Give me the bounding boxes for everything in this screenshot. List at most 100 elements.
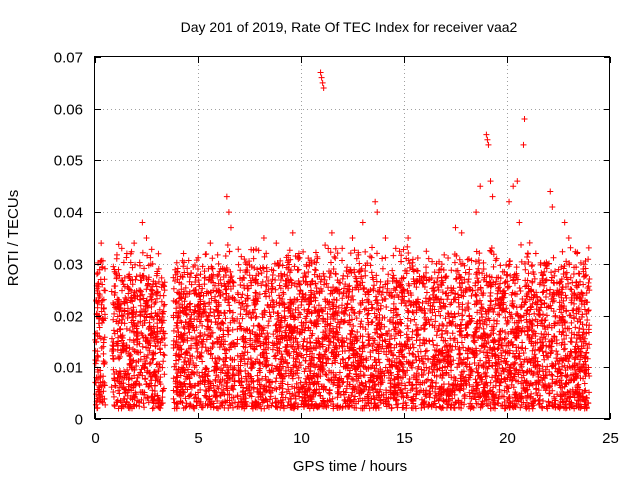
data-point (502, 335, 509, 342)
data-point (225, 299, 232, 306)
data-point (117, 304, 124, 311)
data-point (567, 244, 574, 251)
data-point (207, 309, 214, 316)
data-point (188, 318, 195, 325)
data-point (173, 339, 180, 346)
data-point (243, 326, 250, 333)
data-point (504, 271, 511, 278)
data-point (383, 303, 390, 310)
data-point (113, 275, 120, 282)
data-point (347, 250, 354, 257)
data-point (177, 346, 184, 353)
data-point (182, 294, 189, 301)
data-point (175, 314, 182, 321)
data-point (187, 300, 194, 307)
data-point (199, 310, 206, 317)
data-point (113, 255, 120, 262)
data-point (200, 309, 207, 316)
data-point (128, 287, 135, 294)
data-point (109, 342, 116, 349)
data-point (194, 342, 201, 349)
data-point (94, 329, 101, 336)
data-point (139, 249, 146, 256)
data-point (541, 323, 548, 330)
data-point (466, 270, 473, 277)
data-point (102, 287, 109, 294)
data-point (468, 292, 475, 299)
data-point (174, 320, 181, 327)
data-point (222, 283, 229, 290)
data-point (92, 330, 99, 337)
data-point (220, 341, 227, 348)
data-point (369, 244, 376, 251)
data-point (161, 301, 168, 308)
data-point (158, 274, 165, 281)
data-point (121, 300, 128, 307)
data-point (475, 265, 482, 272)
data-point (301, 368, 308, 375)
data-point (132, 313, 139, 320)
data-points (92, 69, 593, 412)
data-point (186, 274, 193, 281)
data-point (418, 366, 425, 373)
data-point (191, 327, 198, 334)
data-point (226, 308, 233, 315)
data-point (158, 335, 165, 342)
data-point (170, 395, 177, 402)
data-point (226, 374, 233, 381)
data-point (182, 395, 189, 402)
data-point (135, 349, 142, 356)
data-point (182, 358, 189, 365)
data-point (127, 395, 134, 402)
data-point (138, 308, 145, 315)
data-point (129, 281, 136, 288)
data-point (138, 366, 145, 373)
data-point (225, 375, 232, 382)
data-point (353, 315, 360, 322)
data-point (586, 275, 593, 282)
data-point (422, 319, 429, 326)
data-point (186, 361, 193, 368)
data-point (513, 264, 520, 271)
data-point (100, 339, 107, 346)
data-point (125, 290, 132, 297)
data-point (214, 251, 221, 258)
data-point (413, 267, 420, 274)
data-point (186, 374, 193, 381)
data-point (193, 316, 200, 323)
data-point (357, 333, 364, 340)
data-point (526, 311, 533, 318)
data-point (177, 392, 184, 399)
data-point (117, 353, 124, 360)
data-point (370, 287, 377, 294)
data-point (133, 331, 140, 338)
data-point (98, 308, 105, 315)
data-point (423, 264, 430, 271)
data-point (171, 405, 178, 412)
data-point (263, 250, 270, 257)
data-point (202, 371, 209, 378)
data-point (156, 345, 163, 352)
data-point (115, 405, 122, 412)
data-point (362, 248, 369, 255)
data-point (208, 295, 215, 302)
data-point (362, 267, 369, 274)
data-point (175, 351, 182, 358)
data-point (96, 392, 103, 399)
data-point (223, 347, 230, 354)
data-point (115, 241, 122, 248)
data-point (426, 394, 433, 401)
data-point (196, 281, 203, 288)
data-point (172, 266, 179, 273)
data-point (187, 402, 194, 409)
data-point (198, 289, 205, 296)
data-point (155, 265, 162, 272)
data-point (203, 313, 210, 320)
data-point (219, 291, 226, 298)
data-point (97, 367, 104, 374)
data-point (227, 319, 234, 326)
data-point (148, 296, 155, 303)
data-point (133, 287, 140, 294)
data-point (121, 307, 128, 314)
